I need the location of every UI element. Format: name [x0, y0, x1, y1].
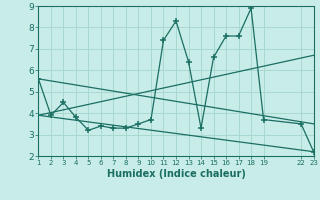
X-axis label: Humidex (Indice chaleur): Humidex (Indice chaleur)	[107, 169, 245, 179]
